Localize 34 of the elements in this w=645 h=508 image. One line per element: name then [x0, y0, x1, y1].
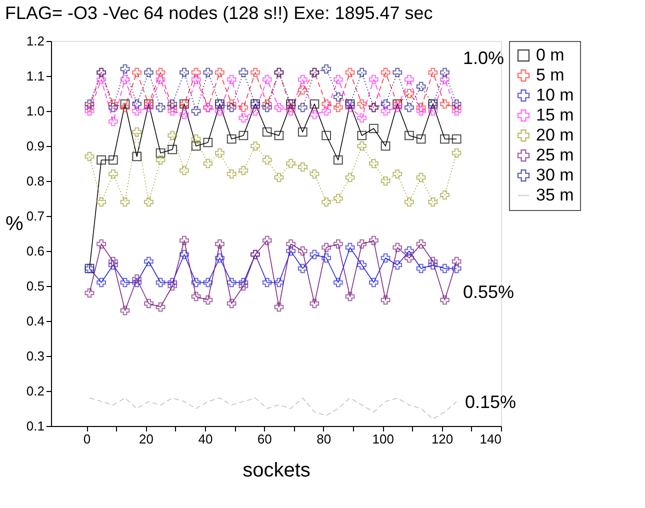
x-tick-label: 40	[198, 432, 213, 446]
y-tick-label: 1.0	[26, 104, 44, 118]
chart-title: FLAG= -O3 -Vec 64 nodes (128 s!!) Exe: 1895.47 sec	[5, 3, 433, 23]
legend-label: 0 m	[536, 46, 564, 64]
legend-label: 35 m	[536, 186, 574, 204]
y-tick-label: 1.2	[26, 34, 44, 48]
legend-label: 5 m	[536, 66, 564, 84]
annotation: 0.15%	[465, 392, 516, 412]
y-tick-label: 0.3	[26, 348, 44, 364]
x-axis-title: sockets	[242, 460, 310, 482]
y-tick-label: 0.8	[26, 174, 44, 188]
y-tick-label: 0.1	[26, 418, 44, 434]
y-axis-title: %	[6, 213, 24, 235]
x-tick-label: 120	[431, 432, 454, 446]
y-tick-label: 1.1	[26, 68, 44, 84]
x-tick-label: 0	[83, 432, 91, 446]
legend-label: 15 m	[536, 106, 574, 124]
annotation: 0.55%	[463, 282, 514, 302]
x-tick-label: 140	[480, 432, 502, 446]
y-tick-label: 0.7	[26, 208, 44, 224]
annotation: 1.0%	[463, 48, 504, 68]
y-tick-label: 0.6	[26, 244, 44, 258]
legend-label: 20 m	[536, 126, 574, 144]
x-tick-label: 20	[139, 432, 154, 446]
x-tick-label: 60	[257, 432, 272, 446]
y-tick-label: 0.4	[26, 314, 44, 328]
legend-label: 25 m	[536, 146, 574, 164]
y-tick-label: 0.9	[26, 138, 44, 154]
legend-label: 30 m	[536, 166, 574, 184]
y-tick-label: 0.2	[26, 384, 44, 398]
x-tick-label: 100	[372, 432, 394, 446]
legend-label: 10 m	[536, 86, 574, 104]
y-tick-label: 0.5	[26, 278, 44, 294]
x-tick-label: 80	[316, 432, 332, 446]
